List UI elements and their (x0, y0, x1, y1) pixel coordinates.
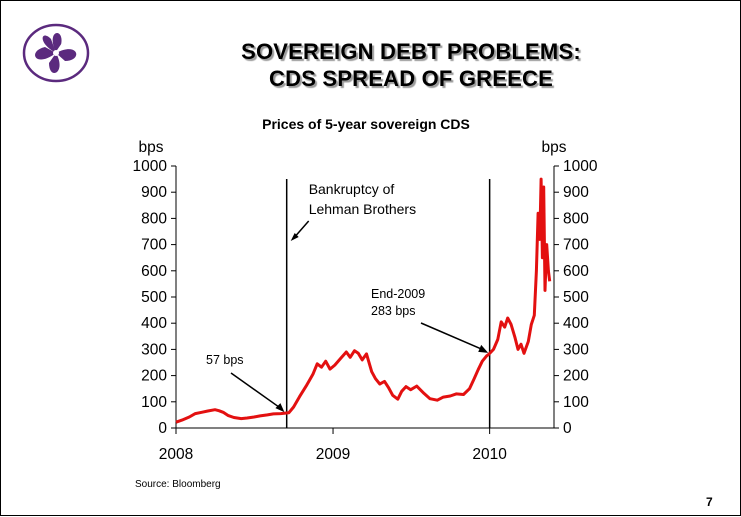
y-tick-label-right: 500 (563, 289, 589, 306)
annotation-57-bps: 57 bps (206, 353, 244, 367)
event-label: Lehman Brothers (309, 201, 416, 217)
annotation-leader (420, 322, 484, 351)
y-tick-label-left: 800 (141, 210, 167, 227)
annotations: 57 bps End-2009 283 bps (206, 287, 489, 413)
y-axis-unit-right: bps (542, 139, 567, 156)
y-tick-label-left: 0 (158, 420, 167, 437)
source-note: Source: Bloomberg (135, 479, 221, 490)
slide-title-line-2: CDS SPREAD OF GREECE (269, 66, 553, 91)
x-tick-label: 2008 (159, 446, 193, 463)
y-tick-label-left: 1000 (133, 158, 168, 175)
y-tick-label-right: 400 (563, 315, 589, 332)
annotation-end-2009: 283 bps (371, 304, 415, 318)
series-line-greece-cds (175, 177, 552, 424)
x-tick-label: 2010 (472, 446, 507, 463)
y-tick-label-right: 600 (563, 263, 589, 280)
y-tick-label-right: 300 (563, 341, 589, 358)
y-tick-label-right: 800 (563, 210, 589, 227)
y-tick-label-right: 0 (563, 420, 572, 437)
axes: 0 0 100 100 200 200 300 300 400 400 500 500 600 600 70… (133, 158, 598, 463)
y-tick-label-right: 900 (563, 184, 589, 201)
y-tick-label-left: 500 (141, 289, 167, 306)
annotation-arrowhead (275, 403, 285, 413)
event-label: Bankruptcy of (309, 181, 395, 197)
x-tick-label: 2009 (316, 446, 350, 463)
y-tick-label-left: 100 (141, 394, 167, 411)
annotation-arrowhead (478, 344, 489, 353)
event-lines: Bankruptcy of Lehman Brothers (285, 179, 491, 428)
y-tick-label-right: 700 (563, 237, 589, 254)
y-tick-label-left: 400 (141, 315, 167, 332)
annotation-end-2009: End-2009 (371, 287, 425, 301)
series-group (175, 177, 552, 424)
y-tick-label-left: 900 (141, 184, 167, 201)
y-tick-label-left: 700 (141, 237, 167, 254)
y-tick-label-left: 600 (141, 263, 167, 280)
event-label-leader (294, 220, 310, 238)
bauhinia-flower-icon (22, 23, 90, 83)
y-tick-label-left: 200 (141, 368, 167, 385)
page-number: 7 (706, 495, 713, 509)
y-axis-unit-left: bps (139, 139, 164, 156)
event-label-arrowhead (290, 233, 299, 241)
slide-title-line-1: SOVEREIGN DEBT PROBLEMS: (241, 39, 581, 64)
y-tick-label-left: 300 (141, 341, 167, 358)
annotation-leader (230, 372, 281, 409)
y-tick-label-right: 200 (563, 368, 589, 385)
y-tick-label-right: 100 (563, 394, 589, 411)
chart-title: Prices of 5-year sovereign CDS (262, 116, 470, 132)
y-tick-label-right: 1000 (563, 158, 598, 175)
